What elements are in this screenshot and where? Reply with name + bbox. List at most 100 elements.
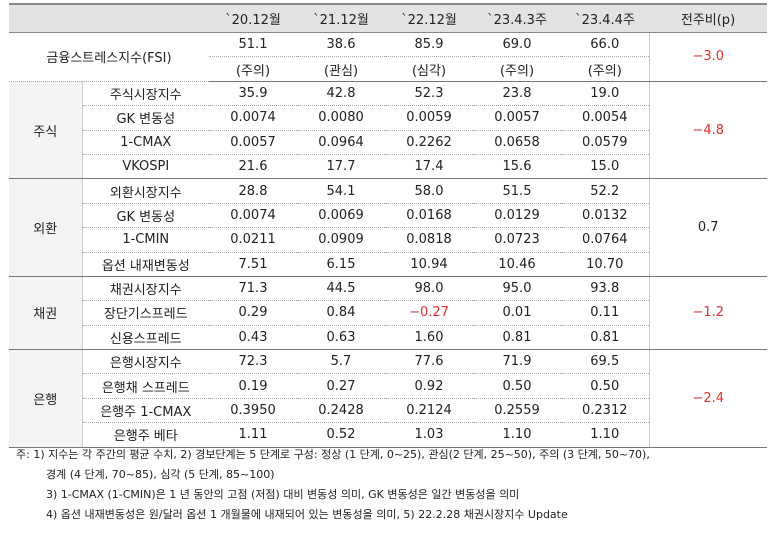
row-value: 0.2262 bbox=[385, 130, 473, 155]
row-value: 52.2 bbox=[561, 178, 649, 204]
table-row: 채권 채권시장지수 71.3 44.5 98.0 95.0 93.8 −1.2 bbox=[9, 276, 767, 351]
fsi-state: (관심) bbox=[297, 56, 385, 82]
group-name: 주식 bbox=[9, 81, 83, 180]
row-value: 58.0 bbox=[385, 178, 473, 204]
row-value: −0.27 bbox=[385, 300, 473, 326]
row-label: 은행주 1-CMAX bbox=[82, 398, 209, 424]
row-value: 44.5 bbox=[297, 276, 385, 302]
table-row: 1-CMIN 0.0211 0.0909 0.0818 0.0723 0.0764 bbox=[9, 227, 767, 253]
row-label: GK 변동성 bbox=[82, 203, 209, 229]
row-value: 71.3 bbox=[209, 276, 297, 302]
footnotes: 주: 1) 지수는 각 주간의 평균 수치, 2) 경보단계는 5 단계로 구성… bbox=[16, 445, 650, 525]
header-col: `23.4.3주 bbox=[473, 3, 561, 33]
fsi-value: 51.1 bbox=[209, 32, 297, 58]
fsi-value: 38.6 bbox=[297, 32, 385, 58]
row-value: 0.52 bbox=[297, 422, 385, 448]
fsi-change: −3.0 bbox=[648, 32, 767, 82]
table-row: VKOSPI 21.6 17.7 17.4 15.6 15.0 bbox=[9, 154, 767, 180]
row-value: 1.11 bbox=[209, 422, 297, 448]
fsi-value: 66.0 bbox=[561, 32, 649, 58]
row-value: 6.15 bbox=[297, 252, 385, 277]
row-label: 은행시장지수 bbox=[82, 349, 209, 375]
table-header-row: `20.12월 `21.12월 `22.12월 `23.4.3주 `23.4.4… bbox=[9, 3, 767, 33]
row-value: 71.9 bbox=[473, 349, 561, 375]
row-value: 0.0211 bbox=[209, 227, 297, 253]
row-value: 0.2124 bbox=[385, 398, 473, 424]
row-value: 0.2312 bbox=[561, 398, 649, 424]
row-value: 69.5 bbox=[561, 349, 649, 375]
row-value: 15.0 bbox=[561, 154, 649, 180]
row-value: 0.0074 bbox=[209, 203, 297, 229]
row-value: 0.81 bbox=[561, 325, 649, 351]
row-value: 0.0059 bbox=[385, 105, 473, 131]
row-value: 77.6 bbox=[385, 349, 473, 375]
footnote-line: 경계 (4 단계, 70~85), 심각 (5 단계, 85~100) bbox=[46, 468, 275, 481]
header-blank bbox=[9, 3, 209, 33]
row-value: 1.60 bbox=[385, 325, 473, 351]
table-row: 신용스프레드 0.43 0.63 1.60 0.81 0.81 bbox=[9, 325, 767, 351]
table-row: GK 변동성 0.0074 0.0080 0.0059 0.0057 0.0054 bbox=[9, 105, 767, 131]
row-value: 0.0054 bbox=[561, 105, 649, 131]
row-value: 17.7 bbox=[297, 154, 385, 180]
row-value: 93.8 bbox=[561, 276, 649, 302]
row-label: 1-CMAX bbox=[82, 130, 209, 155]
fsi-row: 금융스트레스지수(FSI) 51.1 38.6 85.9 69.0 66.0 −3.0 bbox=[9, 32, 767, 82]
group-change: 0.7 bbox=[648, 178, 767, 277]
row-value: 0.0579 bbox=[561, 130, 649, 155]
row-value: 0.19 bbox=[209, 373, 297, 399]
table-row: 외환 외환시장지수 28.8 54.1 58.0 51.5 52.2 0.7 bbox=[9, 178, 767, 277]
row-value: 0.0074 bbox=[209, 105, 297, 131]
header-col-change: 전주비(p) bbox=[649, 3, 767, 33]
row-value: 0.0168 bbox=[385, 203, 473, 229]
row-value: 0.0723 bbox=[473, 227, 561, 253]
row-value: 0.0129 bbox=[473, 203, 561, 229]
table-row: 은행 은행시장지수 72.3 5.7 77.6 71.9 69.5 −2.4 bbox=[9, 349, 767, 448]
row-label: 주식시장지수 bbox=[82, 81, 209, 107]
group-name: 은행 bbox=[9, 349, 83, 448]
row-value: 0.0057 bbox=[473, 105, 561, 131]
row-value: 10.94 bbox=[385, 252, 473, 277]
row-label: 은행주 베타 bbox=[82, 422, 209, 448]
table-row: 은행주 베타 1.11 0.52 1.03 1.10 1.10 bbox=[9, 422, 767, 448]
fsi-state: (주의) bbox=[473, 56, 561, 82]
row-value: 0.0132 bbox=[561, 203, 649, 229]
table-row: 옵션 내재변동성 7.51 6.15 10.94 10.46 10.70 bbox=[9, 252, 767, 277]
row-value: 0.0057 bbox=[209, 130, 297, 155]
table-row: GK 변동성 0.0074 0.0069 0.0168 0.0129 0.0132 bbox=[9, 203, 767, 229]
fsi-state: (주의) bbox=[209, 56, 297, 82]
row-value: 0.29 bbox=[209, 300, 297, 326]
footnote-line: 4) 옵션 내재변동성은 원/달러 옵션 1 개월물에 내재되어 있는 변동성을… bbox=[46, 508, 568, 521]
fsi-state-row: (주의) (관심) (심각) (주의) (주의) bbox=[9, 56, 767, 82]
footnote-line: 3) 1-CMAX (1-CMIN)은 1 년 동안의 고점 (저점) 대비 변… bbox=[46, 488, 520, 501]
row-value: 5.7 bbox=[297, 349, 385, 375]
row-value: 19.0 bbox=[561, 81, 649, 107]
row-value: 0.0080 bbox=[297, 105, 385, 131]
row-value: 1.10 bbox=[473, 422, 561, 448]
row-label: 신용스프레드 bbox=[82, 325, 209, 351]
row-value: 1.03 bbox=[385, 422, 473, 448]
table-row: 1-CMAX 0.0057 0.0964 0.2262 0.0658 0.0579 bbox=[9, 130, 767, 155]
row-value: 0.27 bbox=[297, 373, 385, 399]
row-value: 54.1 bbox=[297, 178, 385, 204]
fsi-value: 69.0 bbox=[473, 32, 561, 58]
row-label: 옵션 내재변동성 bbox=[82, 252, 209, 277]
row-value: 0.0964 bbox=[297, 130, 385, 155]
row-value: 42.8 bbox=[297, 81, 385, 107]
fsi-state: (심각) bbox=[385, 56, 473, 82]
row-value: 0.50 bbox=[473, 373, 561, 399]
row-value: 51.5 bbox=[473, 178, 561, 204]
group-name: 외환 bbox=[9, 178, 83, 277]
row-value: 0.63 bbox=[297, 325, 385, 351]
row-value: 21.6 bbox=[209, 154, 297, 180]
row-value: 52.3 bbox=[385, 81, 473, 107]
footnote-line: 주: 1) 지수는 각 주간의 평균 수치, 2) 경보단계는 5 단계로 구성… bbox=[16, 448, 650, 461]
row-value: 0.01 bbox=[473, 300, 561, 326]
row-value: 10.70 bbox=[561, 252, 649, 277]
group-change: −2.4 bbox=[648, 349, 767, 448]
row-label: 은행채 스프레드 bbox=[82, 373, 209, 399]
row-label: VKOSPI bbox=[82, 154, 209, 180]
row-value: 0.11 bbox=[561, 300, 649, 326]
row-value: 15.6 bbox=[473, 154, 561, 180]
row-value: 0.0818 bbox=[385, 227, 473, 253]
row-label: 장단기스프레드 bbox=[82, 300, 209, 326]
